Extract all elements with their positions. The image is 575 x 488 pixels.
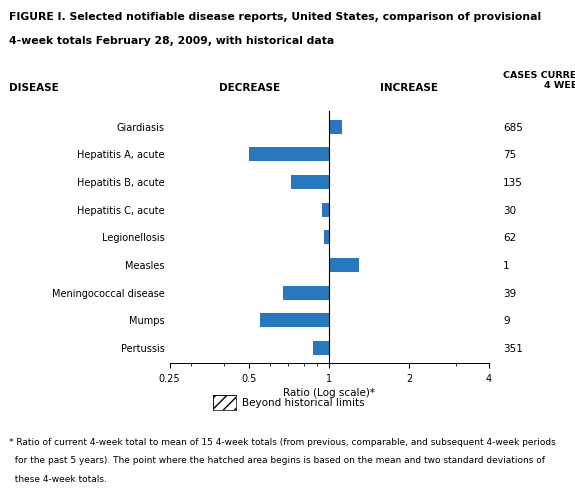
Text: 1: 1: [503, 261, 510, 270]
Text: 135: 135: [503, 178, 523, 188]
Text: 39: 39: [503, 288, 516, 298]
Text: for the past 5 years). The point where the hatched area begins is based on the m: for the past 5 years). The point where t…: [9, 455, 545, 464]
Text: Pertussis: Pertussis: [121, 344, 165, 353]
Text: DECREASE: DECREASE: [219, 83, 280, 93]
X-axis label: Ratio (Log scale)*: Ratio (Log scale)*: [283, 387, 375, 397]
Bar: [260, 314, 329, 327]
Text: 30: 30: [503, 205, 516, 215]
Text: Beyond historical limits: Beyond historical limits: [242, 398, 364, 407]
Bar: [322, 203, 329, 217]
Text: Measles: Measles: [125, 261, 165, 270]
Text: Hepatitis A, acute: Hepatitis A, acute: [78, 150, 165, 160]
Text: 75: 75: [503, 150, 516, 160]
Bar: [283, 286, 329, 300]
Text: Legionellosis: Legionellosis: [102, 233, 165, 243]
Text: Hepatitis B, acute: Hepatitis B, acute: [77, 178, 165, 188]
Text: 351: 351: [503, 344, 523, 353]
Text: these 4-week totals.: these 4-week totals.: [9, 474, 106, 483]
Bar: [292, 176, 329, 189]
Text: Giardiasis: Giardiasis: [117, 122, 165, 132]
Text: Mumps: Mumps: [129, 316, 165, 326]
Text: FIGURE I. Selected notifiable disease reports, United States, comparison of prov: FIGURE I. Selected notifiable disease re…: [9, 12, 540, 22]
Text: Meningococcal disease: Meningococcal disease: [52, 288, 165, 298]
Text: 9: 9: [503, 316, 510, 326]
Text: 62: 62: [503, 233, 516, 243]
Bar: [324, 231, 329, 245]
Bar: [250, 148, 329, 162]
Text: 685: 685: [503, 122, 523, 132]
Text: DISEASE: DISEASE: [9, 83, 59, 93]
Bar: [313, 342, 329, 355]
Text: Hepatitis C, acute: Hepatitis C, acute: [77, 205, 165, 215]
Text: 4-week totals February 28, 2009, with historical data: 4-week totals February 28, 2009, with hi…: [9, 36, 334, 45]
Text: CASES CURRENT
4 WEEKS: CASES CURRENT 4 WEEKS: [503, 71, 575, 90]
Bar: [329, 259, 359, 272]
Bar: [329, 121, 342, 134]
Text: * Ratio of current 4-week total to mean of 15 4-week totals (from previous, comp: * Ratio of current 4-week total to mean …: [9, 437, 555, 446]
Text: INCREASE: INCREASE: [380, 83, 438, 93]
